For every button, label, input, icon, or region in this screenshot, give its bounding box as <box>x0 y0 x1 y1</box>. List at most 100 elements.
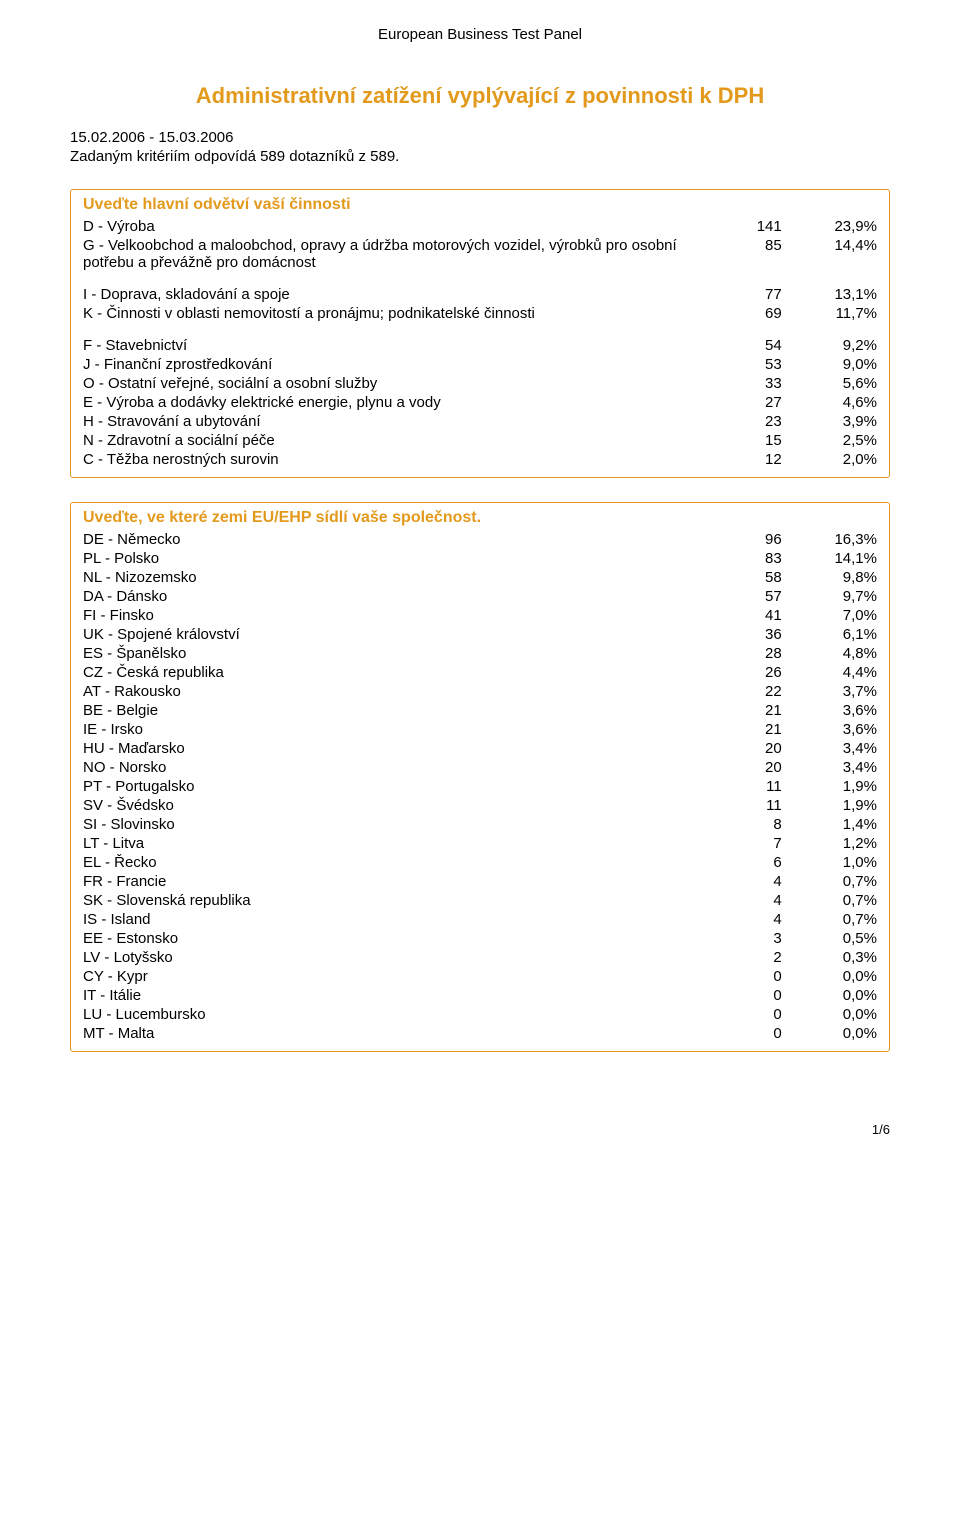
row-percent: 0,3% <box>782 948 877 967</box>
table-row: HU - Maďarsko203,4% <box>83 739 877 758</box>
table-row: PL - Polsko8314,1% <box>83 549 877 568</box>
row-percent: 3,7% <box>782 682 877 701</box>
row-label: E - Výroba a dodávky elektrické energie,… <box>83 393 686 412</box>
table-row: C - Těžba nerostných surovin122,0% <box>83 450 877 469</box>
row-value: 20 <box>686 739 781 758</box>
table-row: D - Výroba14123,9% <box>83 217 877 236</box>
table-row: ES - Španělsko284,8% <box>83 644 877 663</box>
table-row: G - Velkoobchod a maloobchod, opravy a ú… <box>83 236 877 272</box>
table-row: LV - Lotyšsko20,3% <box>83 948 877 967</box>
row-percent: 11,7% <box>782 304 877 323</box>
row-value: 0 <box>686 1024 781 1043</box>
row-percent: 23,9% <box>782 217 877 236</box>
row-value: 58 <box>686 568 781 587</box>
row-label: N - Zdravotní a sociální péče <box>83 431 686 450</box>
table-row: SK - Slovenská republika40,7% <box>83 891 877 910</box>
row-label: CZ - Česká republika <box>83 663 686 682</box>
row-value: 77 <box>686 272 781 304</box>
table-row: MT - Malta00,0% <box>83 1024 877 1043</box>
row-label: FI - Finsko <box>83 606 686 625</box>
table-row: AT - Rakousko223,7% <box>83 682 877 701</box>
row-percent: 6,1% <box>782 625 877 644</box>
row-label: AT - Rakousko <box>83 682 686 701</box>
row-value: 27 <box>686 393 781 412</box>
row-percent: 9,8% <box>782 568 877 587</box>
row-value: 8 <box>686 815 781 834</box>
row-value: 4 <box>686 910 781 929</box>
row-value: 57 <box>686 587 781 606</box>
row-value: 69 <box>686 304 781 323</box>
table-row: LT - Litva71,2% <box>83 834 877 853</box>
row-label: NL - Nizozemsko <box>83 568 686 587</box>
row-value: 26 <box>686 663 781 682</box>
row-value: 21 <box>686 701 781 720</box>
row-label: PT - Portugalsko <box>83 777 686 796</box>
row-label: IT - Itálie <box>83 986 686 1005</box>
row-value: 4 <box>686 872 781 891</box>
row-value: 0 <box>686 986 781 1005</box>
row-label: BE - Belgie <box>83 701 686 720</box>
row-label: C - Těžba nerostných surovin <box>83 450 686 469</box>
row-percent: 2,5% <box>782 431 877 450</box>
row-percent: 3,9% <box>782 412 877 431</box>
page-indicator: 1/6 <box>0 1072 960 1157</box>
row-percent: 9,2% <box>782 323 877 355</box>
row-percent: 1,0% <box>782 853 877 872</box>
row-percent: 0,0% <box>782 967 877 986</box>
row-label: NO - Norsko <box>83 758 686 777</box>
row-value: 54 <box>686 323 781 355</box>
row-label: IS - Island <box>83 910 686 929</box>
table-row: H - Stravování a ubytování233,9% <box>83 412 877 431</box>
row-label: LV - Lotyšsko <box>83 948 686 967</box>
page-title: Administrativní zatížení vyplývající z p… <box>70 83 890 109</box>
row-value: 0 <box>686 967 781 986</box>
row-percent: 4,8% <box>782 644 877 663</box>
row-label: LT - Litva <box>83 834 686 853</box>
row-percent: 1,9% <box>782 777 877 796</box>
row-value: 33 <box>686 374 781 393</box>
data-table: DE - Německo9616,3%PL - Polsko8314,1%NL … <box>83 530 877 1043</box>
row-label: F - Stavebnictví <box>83 323 686 355</box>
row-label: O - Ostatní veřejné, sociální a osobní s… <box>83 374 686 393</box>
table-row: SI - Slovinsko81,4% <box>83 815 877 834</box>
data-table: D - Výroba14123,9%G - Velkoobchod a malo… <box>83 217 877 469</box>
row-value: 7 <box>686 834 781 853</box>
row-percent: 7,0% <box>782 606 877 625</box>
row-label: I - Doprava, skladování a spoje <box>83 272 686 304</box>
row-label: HU - Maďarsko <box>83 739 686 758</box>
row-percent: 1,9% <box>782 796 877 815</box>
row-label: IE - Irsko <box>83 720 686 739</box>
row-value: 22 <box>686 682 781 701</box>
row-label: D - Výroba <box>83 217 686 236</box>
table-row: FR - Francie40,7% <box>83 872 877 891</box>
row-value: 3 <box>686 929 781 948</box>
table-row: NL - Nizozemsko589,8% <box>83 568 877 587</box>
row-percent: 1,4% <box>782 815 877 834</box>
row-label: K - Činnosti v oblasti nemovitostí a pro… <box>83 304 686 323</box>
table-row: UK - Spojené království366,1% <box>83 625 877 644</box>
row-percent: 3,4% <box>782 758 877 777</box>
row-label: EL - Řecko <box>83 853 686 872</box>
row-label: H - Stravování a ubytování <box>83 412 686 431</box>
table-row: FI - Finsko417,0% <box>83 606 877 625</box>
row-value: 28 <box>686 644 781 663</box>
table-row: LU - Lucembursko00,0% <box>83 1005 877 1024</box>
table-row: IE - Irsko213,6% <box>83 720 877 739</box>
table-row: DA - Dánsko579,7% <box>83 587 877 606</box>
row-percent: 0,7% <box>782 891 877 910</box>
table-row: CZ - Česká republika264,4% <box>83 663 877 682</box>
row-label: EE - Estonsko <box>83 929 686 948</box>
table-row: EE - Estonsko30,5% <box>83 929 877 948</box>
row-percent: 16,3% <box>782 530 877 549</box>
row-label: FR - Francie <box>83 872 686 891</box>
table-row: DE - Německo9616,3% <box>83 530 877 549</box>
row-value: 41 <box>686 606 781 625</box>
table-row: IT - Itálie00,0% <box>83 986 877 1005</box>
section: Uveďte hlavní odvětví vaší činnostiD - V… <box>70 189 890 478</box>
row-label: LU - Lucembursko <box>83 1005 686 1024</box>
row-percent: 5,6% <box>782 374 877 393</box>
row-label: PL - Polsko <box>83 549 686 568</box>
row-value: 53 <box>686 355 781 374</box>
row-percent: 0,7% <box>782 872 877 891</box>
table-row: PT - Portugalsko111,9% <box>83 777 877 796</box>
